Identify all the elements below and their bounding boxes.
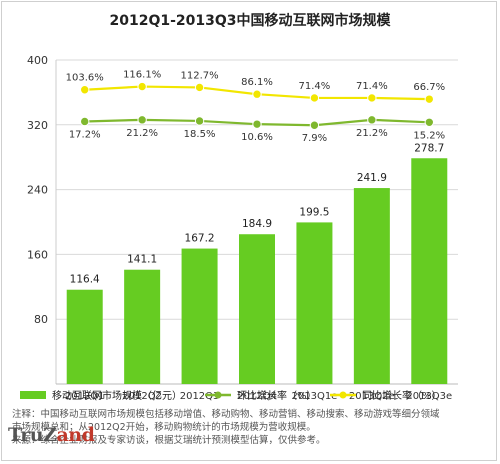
yoy-point-4	[309, 93, 320, 103]
yoy-label-2: 112.7%	[181, 70, 219, 81]
legend-label-2: 同比增长率（%）	[362, 389, 442, 402]
footnote-line-3: 来源：综合企业财报及专家访谈，根据艾瑞统计预测模型估算，仅供参考。	[12, 435, 326, 446]
y-tick-label-0: 80	[34, 313, 48, 326]
qoq-label-4: 7.9%	[302, 133, 327, 144]
bar-label-1: 141.1	[127, 254, 157, 266]
qoq-label-3: 10.6%	[241, 132, 273, 143]
x-tick-label-4: 2013Q1e	[292, 391, 338, 402]
bar-label-6: 278.7	[414, 142, 444, 154]
yoy-label-4: 71.4%	[299, 81, 331, 92]
yoy-label-6: 66.7%	[413, 82, 445, 93]
yoy-point-6	[424, 94, 434, 104]
bar-4	[296, 222, 333, 384]
yoy-label-5: 71.4%	[356, 81, 388, 92]
footnotes: 注释：中国移动互联网市场规模包括移动增值、移动购物、移动营销、移动搜索、移动游戏…	[12, 408, 492, 447]
qoq-point-2	[194, 116, 205, 126]
y-tick-label-2: 240	[27, 184, 48, 197]
bar-label-3: 184.9	[242, 218, 272, 230]
bar-label-2: 167.2	[185, 233, 215, 245]
qoq-point-4	[309, 120, 320, 130]
yoy-point-2	[194, 82, 205, 93]
qoq-point-6	[424, 117, 434, 127]
yoy-point-1	[137, 81, 147, 92]
bar-3	[239, 234, 275, 384]
qoq-label-0: 17.2%	[69, 129, 101, 140]
footnote-line-1: 注释：中国移动互联网市场规模包括移动增值、移动购物、移动营销、移动搜索、移动游戏…	[12, 409, 440, 420]
bar-6	[411, 158, 448, 384]
legend-label-1: 环比增长率（%）	[237, 389, 317, 402]
x-tick-label-3: 2012Q4	[237, 391, 277, 402]
bar-0	[66, 289, 103, 384]
qoq-label-1: 21.2%	[126, 128, 158, 139]
x-tick-label-0: 2012Q1	[65, 391, 105, 402]
yoy-point-3	[252, 89, 262, 99]
legend-swatch-0	[20, 391, 46, 399]
legend-marker-1	[214, 391, 222, 399]
bar-label-0: 116.4	[70, 274, 100, 286]
bar-2	[181, 248, 218, 384]
bar-label-5: 241.9	[357, 172, 387, 184]
x-tick-label-6: 2013Q3e	[406, 391, 452, 402]
qoq-point-3	[252, 119, 262, 129]
qoq-point-5	[367, 115, 377, 125]
y-tick-label-3: 320	[27, 119, 48, 132]
x-tick-label-5: 2013Q2e	[349, 391, 395, 402]
qoq-point-1	[137, 115, 147, 125]
bar-label-4: 199.5	[299, 206, 329, 218]
legend-label-0: 移动互联网市场规模（亿元）	[52, 389, 182, 402]
yoy-label-1: 116.1%	[123, 70, 161, 81]
yoy-point-5	[367, 93, 377, 103]
chart-title: 2012Q1-2013Q3中国移动互联网市场规模	[109, 13, 391, 29]
footnote-line-2: 市场规模总和；从2012Q2开始，移动购物统计的市场规模为营收规模。	[12, 422, 316, 433]
yoy-label-0: 103.6%	[66, 73, 104, 84]
qoq-label-2: 18.5%	[184, 129, 216, 140]
qoq-point-0	[80, 116, 90, 127]
x-tick-label-2: 2012Q3	[180, 391, 220, 402]
y-tick-label-4: 400	[27, 54, 48, 67]
yoy-point-0	[80, 85, 90, 95]
bar-1	[124, 269, 161, 384]
legend-marker-2	[339, 391, 347, 399]
watermark-logo: TruZand	[8, 424, 95, 446]
yoy-label-3: 86.1%	[241, 77, 273, 88]
qoq-label-6: 15.2%	[413, 130, 445, 141]
qoq-label-5: 21.2%	[356, 128, 388, 139]
x-tick-label-1: 2012Q2	[122, 391, 162, 402]
bar-5	[353, 188, 390, 384]
y-tick-label-1: 160	[27, 248, 48, 261]
